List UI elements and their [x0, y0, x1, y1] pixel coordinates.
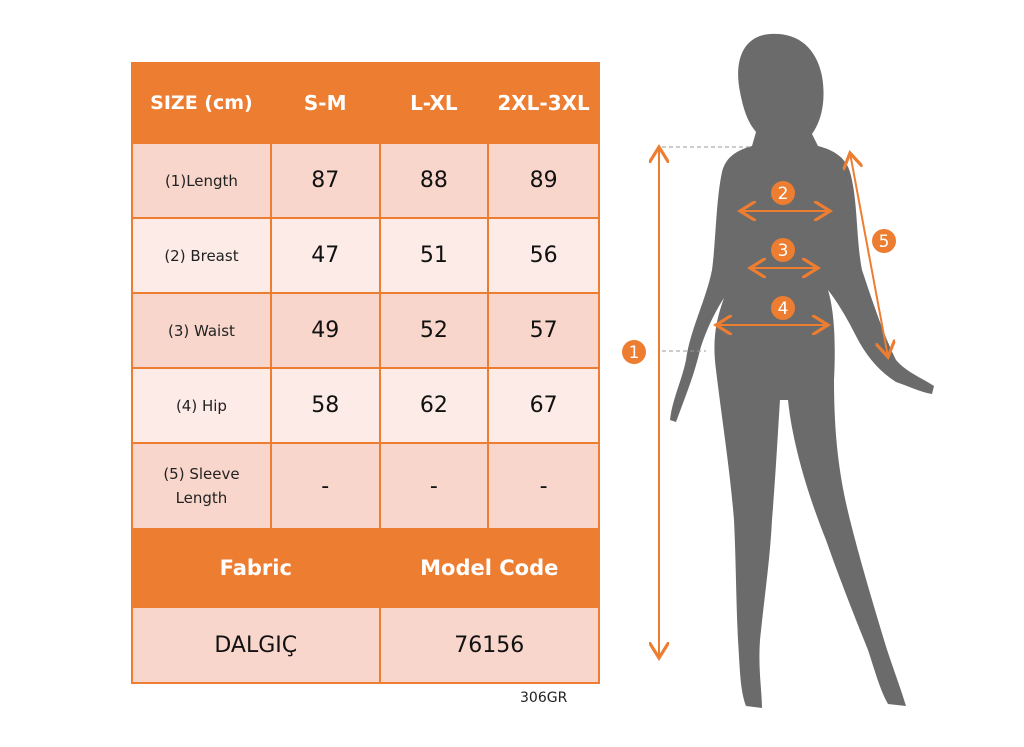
cell: - — [378, 442, 490, 530]
table-row: (1)Length 87 88 89 — [131, 142, 600, 219]
table-row: (4) Hip 58 62 67 — [131, 367, 600, 444]
marker-5: 5 — [879, 232, 890, 252]
cell: 62 — [378, 367, 490, 444]
cell: 87 — [269, 142, 381, 219]
table-row: (5) Sleeve Length - - - — [131, 442, 600, 530]
table-row: (2) Breast 47 51 56 — [131, 217, 600, 294]
cell: 67 — [487, 367, 600, 444]
cell: 47 — [269, 217, 381, 294]
cell: 89 — [487, 142, 600, 219]
marker-2: 2 — [778, 184, 789, 204]
fabric-header-row: Fabric Model Code — [131, 528, 601, 608]
cell: 52 — [378, 292, 490, 369]
header-row: SIZE (cm) S-M L-XL 2XL-3XL — [131, 62, 600, 144]
row-label: (5) Sleeve Length — [131, 442, 272, 530]
size-chart-table: SIZE (cm) S-M L-XL 2XL-3XL (1)Length 87 … — [131, 62, 601, 684]
marker-4: 4 — [778, 299, 789, 319]
row-label: (3) Waist — [131, 292, 272, 369]
length-measure — [659, 147, 752, 658]
woman-silhouette — [670, 33, 934, 708]
size-header: SIZE (cm) — [131, 62, 272, 144]
cell: 51 — [378, 217, 490, 294]
row-label: (4) Hip — [131, 367, 272, 444]
product-code: 306GR — [520, 690, 568, 706]
cell: 56 — [487, 217, 600, 294]
fabric-value: DALGIÇ — [131, 606, 381, 684]
row-label: (1)Length — [131, 142, 272, 219]
column-header: 2XL-3XL — [487, 62, 600, 144]
cell: - — [487, 442, 600, 530]
model-code-value: 76156 — [378, 606, 601, 684]
cell: 88 — [378, 142, 490, 219]
sleeve-arrow — [850, 153, 888, 357]
cell: 49 — [269, 292, 381, 369]
cell: 58 — [269, 367, 381, 444]
column-header: L-XL — [378, 62, 490, 144]
fabric-value-row: DALGIÇ 76156 — [131, 606, 601, 684]
marker-1: 1 — [629, 343, 640, 363]
fabric-label: Fabric — [131, 528, 381, 608]
table-row: (3) Waist 49 52 57 — [131, 292, 600, 369]
cell: - — [269, 442, 381, 530]
column-header: S-M — [269, 62, 381, 144]
row-label: (2) Breast — [131, 217, 272, 294]
cell: 57 — [487, 292, 600, 369]
marker-3: 3 — [778, 241, 789, 261]
model-code-label: Model Code — [378, 528, 601, 608]
